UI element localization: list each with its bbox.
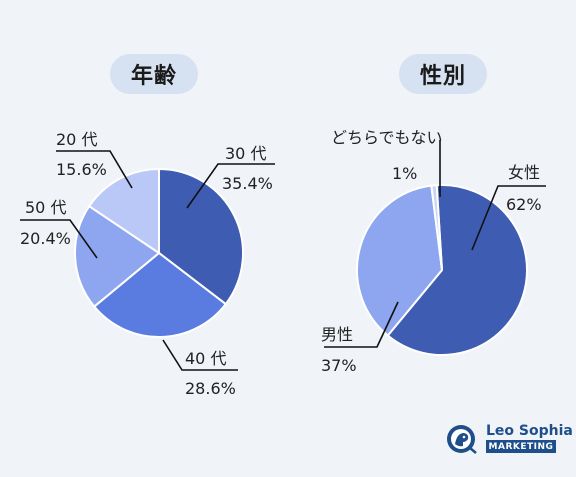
age-slice-0 bbox=[158, 167, 244, 306]
label-male-name: 男性 bbox=[321, 325, 353, 344]
gender-chart-title: 性別 bbox=[399, 54, 487, 94]
gender-slice-0 bbox=[386, 184, 528, 356]
brand-name: Leo Sophia bbox=[486, 423, 573, 439]
label-30s-name: 30 代 bbox=[225, 144, 266, 163]
age-pie bbox=[74, 167, 244, 338]
age-slice-3 bbox=[87, 167, 160, 255]
label-40s-name: 40 代 bbox=[185, 349, 226, 368]
label-50s-name: 50 代 bbox=[25, 198, 66, 217]
label-20s-value: 15.6% bbox=[56, 160, 107, 179]
label-none-value: 1% bbox=[392, 164, 417, 183]
label-50s-value: 20.4% bbox=[20, 229, 71, 248]
lion-logo-icon bbox=[447, 425, 477, 454]
leader-female bbox=[471, 185, 546, 251]
label-female-name: 女性 bbox=[508, 163, 540, 182]
label-30s-value: 35.4% bbox=[222, 174, 273, 193]
age-slice-1 bbox=[92, 251, 228, 338]
leader-40s bbox=[162, 339, 238, 371]
brand-tag: MARKETING bbox=[486, 440, 556, 453]
gender-slice-1 bbox=[356, 184, 444, 337]
label-female-value: 62% bbox=[506, 195, 542, 214]
label-20s-name: 20 代 bbox=[56, 130, 97, 149]
label-40s-value: 28.6% bbox=[185, 379, 236, 398]
leader-30s bbox=[186, 163, 275, 209]
label-male-value: 37% bbox=[321, 356, 357, 375]
leader-20s bbox=[56, 150, 133, 189]
age-slice-2 bbox=[74, 204, 161, 308]
brand-logo: Leo Sophia MARKETING bbox=[446, 422, 573, 454]
pie-labels: 30 代 35.4% 20 代 15.6% 50 代 20.4% 40 代 28.6% どちらで… bbox=[20, 128, 546, 398]
gender-slice-2 bbox=[430, 184, 443, 271]
label-none-name: どちらでもない bbox=[331, 128, 443, 147]
gender-pie bbox=[356, 184, 528, 356]
age-chart-title: 年齢 bbox=[110, 54, 198, 94]
leader-50s bbox=[20, 219, 98, 259]
leader-male bbox=[324, 301, 399, 348]
